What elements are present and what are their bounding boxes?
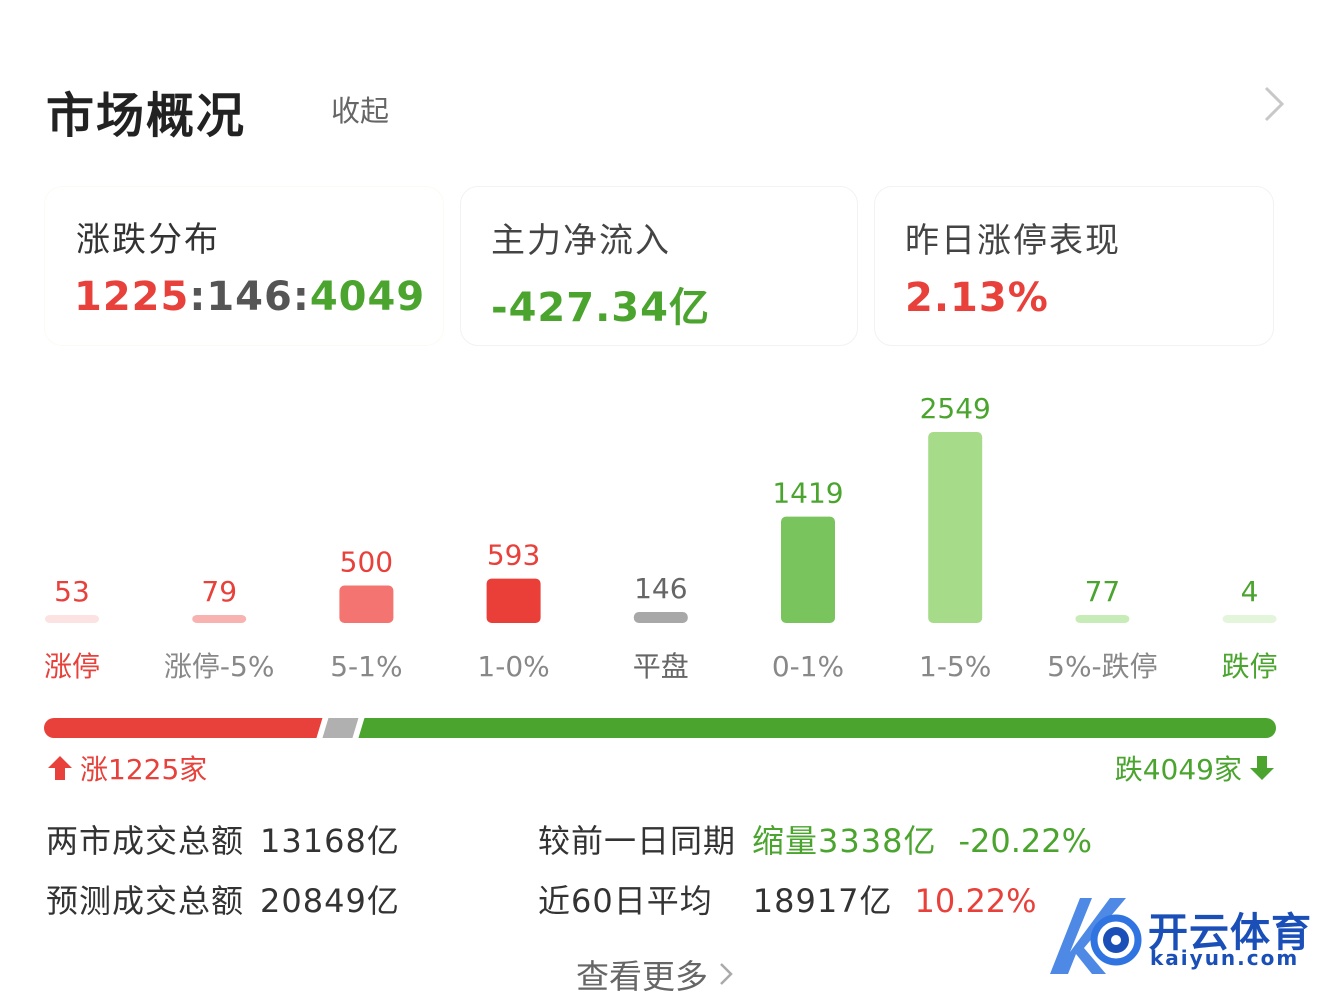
watermark-brand: 开云体育 (1148, 910, 1312, 956)
avg-value: 18917亿 (752, 882, 893, 920)
bar-7 (1075, 615, 1130, 623)
rise-fall-ratio: 1225:146:4049 (74, 274, 425, 320)
category-label: 1-0% (477, 650, 549, 683)
bar-value-label: 79 (201, 575, 237, 608)
separator: : (292, 274, 310, 320)
compare-pct: -20.22% (958, 822, 1093, 860)
bar-value-label: 77 (1085, 575, 1121, 608)
category-label: 5%-跌停 (1047, 650, 1158, 683)
up-count: 1225 (74, 274, 190, 320)
category-label: 平盘 (633, 650, 689, 683)
separator: : (189, 274, 207, 320)
forecast-row: 预测成交总额 20849亿 (46, 876, 400, 922)
progress-up-segment (44, 718, 323, 738)
category-label: 0-1% (772, 650, 844, 683)
net-inflow-card[interactable]: 主力净流入 -427.34亿 (460, 186, 858, 346)
section-header: 市场概况 收起 (0, 0, 1320, 180)
page-title: 市场概况 (46, 88, 247, 144)
avg-label: 近60日平均 (538, 882, 713, 920)
view-more-label: 查看更多 (576, 957, 708, 992)
bar-value-label: 53 (54, 575, 90, 608)
bar-0 (45, 615, 99, 623)
down-count: 4049 (309, 274, 426, 320)
bar-5 (781, 516, 835, 623)
flat-count: 146 (206, 274, 293, 320)
category-label: 1-5% (919, 650, 991, 683)
bar-value-label: 1419 (772, 477, 843, 510)
down-summary-label: 跌4049家 (1114, 753, 1242, 786)
chevron-right-icon[interactable] (1260, 84, 1288, 124)
bar-value-label: 2549 (920, 392, 991, 425)
card-label: 昨日涨停表现 (905, 221, 1121, 261)
limit-up-performance-card[interactable]: 昨日涨停表现 2.13% (874, 186, 1274, 346)
bar-4 (633, 612, 688, 623)
category-label: 5-1% (330, 650, 402, 683)
view-more-button[interactable]: 查看更多 (576, 950, 734, 992)
kaiyun-logo (1050, 898, 1142, 974)
avg-pct: 10.22% (914, 882, 1037, 920)
turnover-value: 13168亿 (260, 822, 400, 860)
forecast-value: 20849亿 (260, 882, 400, 920)
card-label: 涨跌分布 (76, 220, 220, 260)
compare-value: 缩量3338亿 (752, 822, 937, 860)
bar-value-label: 500 (340, 546, 393, 579)
turnover-label: 两市成交总额 (46, 822, 245, 860)
distribution-bar-chart: 53 涨停 79 涨停-5% 500 5-1% 593 1-0% 146 平盘 1419 0-1% 25… (44, 392, 1278, 683)
progress-down-segment (358, 718, 1276, 738)
arrow-up-icon (48, 756, 72, 780)
bar-3 (486, 578, 541, 623)
forecast-label: 预测成交总额 (46, 882, 245, 920)
compare-label: 较前一日同期 (538, 822, 737, 860)
progress-flat-segment (322, 718, 359, 738)
arrow-down-icon (1250, 756, 1274, 780)
bar-6 (928, 432, 983, 623)
net-inflow-value: -427.34亿 (491, 285, 710, 331)
bar-value-label: 593 (487, 539, 540, 572)
bar-8 (1222, 615, 1277, 623)
bar-value-label: 146 (634, 572, 687, 605)
rise-fall-progress-bar (44, 718, 1276, 738)
compare-row: 较前一日同期 缩量3338亿 -20.22% (538, 816, 1092, 862)
category-label: 跌停 (1222, 650, 1278, 683)
bar-2 (339, 585, 394, 623)
up-summary: 涨1225家 (46, 748, 207, 788)
category-label: 涨停-5% (164, 650, 275, 683)
bar-1 (192, 615, 247, 623)
up-summary-label: 涨1225家 (80, 753, 208, 786)
bar-value-label: 4 (1241, 575, 1259, 608)
category-label: 涨停 (44, 650, 100, 683)
down-summary: 跌4049家 (1115, 748, 1276, 788)
avg-row: 近60日平均 18917亿 10.22% (538, 876, 1037, 922)
turnover-row: 两市成交总额 13168亿 (46, 816, 400, 862)
chevron-right-icon (720, 963, 733, 985)
rise-fall-card[interactable]: 涨跌分布 1225:146:4049 (44, 186, 444, 346)
watermark-domain: kaiyun.com (1150, 946, 1300, 970)
collapse-button[interactable]: 收起 (331, 94, 390, 128)
limit-up-performance-value: 2.13% (905, 275, 1049, 321)
card-label: 主力净流入 (491, 221, 671, 261)
